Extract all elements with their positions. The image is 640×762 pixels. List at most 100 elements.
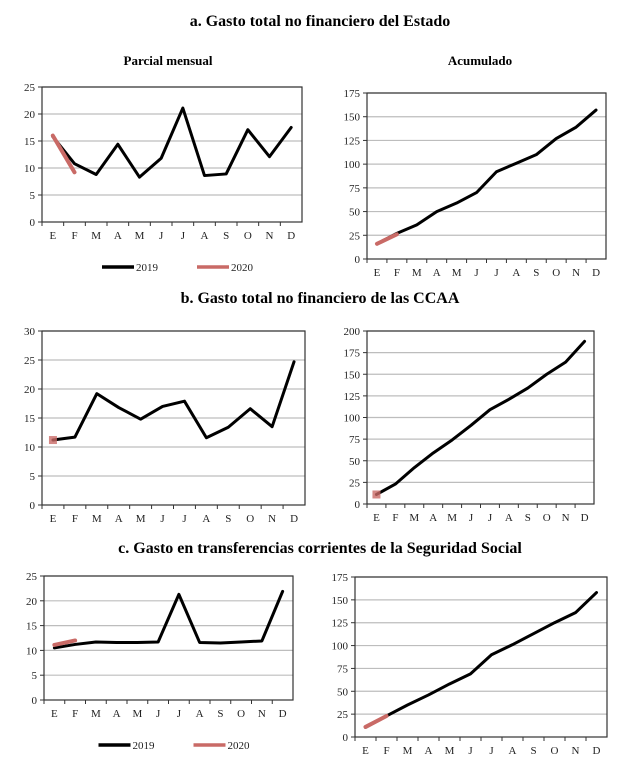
y-tick-label: 25 (349, 477, 361, 489)
y-tick-label: 25 (26, 571, 38, 583)
x-tick-label: J (181, 230, 186, 242)
y-tick-label: 75 (349, 434, 361, 446)
y-tick-label: 15 (24, 136, 36, 148)
x-tick-label: F (71, 230, 77, 242)
subtitle-mensual: Parcial mensual (124, 53, 213, 68)
x-tick-label: A (505, 512, 513, 524)
x-tick-label: A (113, 708, 121, 720)
y-tick-label: 25 (337, 709, 349, 721)
section-title-b: b. Gasto total no financiero de las CCAA (181, 290, 460, 307)
marker-2020 (48, 436, 57, 445)
y-tick-label: 25 (349, 230, 361, 242)
y-tick-label: 20 (24, 109, 36, 121)
section-title-a: a. Gasto total no financiero del Estado (190, 13, 451, 30)
y-tick-label: 15 (26, 621, 38, 633)
x-tick-label: E (373, 512, 380, 524)
x-tick-label: O (551, 745, 559, 757)
x-tick-label: J (182, 513, 187, 525)
y-tick-label: 0 (32, 695, 38, 707)
y-tick-label: 175 (344, 348, 361, 360)
x-tick-label: E (362, 745, 369, 757)
x-tick-label: O (237, 708, 245, 720)
x-tick-label: A (509, 745, 517, 757)
series-line-2019 (51, 106, 293, 179)
x-tick-label: O (543, 512, 551, 524)
x-tick-label: M (447, 512, 457, 524)
series-line-2019 (364, 591, 598, 729)
x-tick-label: J (468, 745, 473, 757)
series-line-2020 (50, 133, 77, 175)
x-tick-label: D (593, 745, 601, 757)
x-tick-label: S (530, 745, 536, 757)
x-tick-label: F (394, 267, 400, 279)
x-tick-label: A (114, 230, 122, 242)
y-tick-label: 0 (30, 217, 36, 229)
y-tick-label: 150 (332, 595, 349, 607)
x-tick-label: D (581, 512, 589, 524)
x-tick-label: D (592, 267, 600, 279)
y-tick-label: 0 (30, 500, 36, 512)
x-tick-label: F (383, 745, 389, 757)
x-tick-label: F (72, 708, 78, 720)
x-tick-label: J (160, 513, 165, 525)
x-tick-label: O (552, 267, 560, 279)
x-tick-label: E (51, 708, 58, 720)
series-line-2020 (52, 638, 78, 647)
legend-label-2020: 2020 (231, 262, 254, 274)
x-tick-label: J (469, 512, 474, 524)
x-tick-label: S (533, 267, 539, 279)
x-tick-label: M (412, 267, 422, 279)
legend-label-2019: 2019 (133, 740, 156, 752)
x-tick-label: J (489, 745, 494, 757)
y-tick-label: 10 (26, 645, 38, 657)
x-tick-label: M (409, 512, 419, 524)
x-tick-label: J (474, 267, 479, 279)
subtitle-acumulado: Acumulado (448, 53, 512, 68)
x-tick-label: E (374, 267, 381, 279)
x-tick-label: F (392, 512, 398, 524)
y-tick-label: 100 (344, 159, 361, 171)
marker-2020 (372, 490, 381, 499)
y-tick-label: 200 (344, 326, 361, 338)
section-title-c: c. Gasto en transferencias corrientes de… (118, 540, 522, 557)
x-tick-label: N (266, 230, 274, 242)
series-line-2019 (375, 108, 598, 246)
x-tick-label: J (488, 512, 493, 524)
y-tick-label: 50 (337, 686, 349, 698)
y-tick-label: 15 (24, 413, 36, 425)
plot-frame (41, 86, 303, 223)
y-tick-label: 10 (24, 442, 36, 454)
series-line-2020 (374, 232, 399, 246)
x-tick-label: M (403, 745, 413, 757)
y-tick-label: 25 (24, 82, 36, 94)
y-tick-label: 50 (349, 207, 361, 219)
y-tick-label: 125 (332, 618, 349, 630)
y-tick-label: 100 (344, 413, 361, 425)
plot-frame (43, 575, 294, 701)
x-tick-label: D (279, 708, 287, 720)
series-line-2020 (363, 713, 389, 729)
y-tick-label: 175 (344, 88, 361, 100)
y-tick-label: 150 (344, 112, 361, 124)
x-tick-label: A (429, 512, 437, 524)
y-tick-label: 20 (24, 384, 36, 396)
x-tick-label: A (433, 267, 441, 279)
x-tick-label: S (225, 513, 231, 525)
y-tick-label: 25 (24, 355, 36, 367)
x-tick-label: S (223, 230, 229, 242)
y-tick-label: 0 (355, 499, 361, 511)
x-tick-label: A (512, 267, 520, 279)
x-tick-label: D (290, 513, 298, 525)
series-line-2019 (51, 360, 296, 442)
x-tick-label: J (177, 708, 182, 720)
x-tick-label: O (246, 513, 254, 525)
x-tick-label: N (572, 267, 580, 279)
series-line-2019 (52, 589, 285, 650)
plot-frame (366, 92, 607, 260)
y-tick-label: 50 (349, 456, 361, 468)
x-tick-label: M (452, 267, 462, 279)
y-tick-label: 10 (24, 163, 36, 175)
legend-label-2020: 2020 (228, 740, 251, 752)
y-tick-label: 150 (344, 369, 361, 381)
